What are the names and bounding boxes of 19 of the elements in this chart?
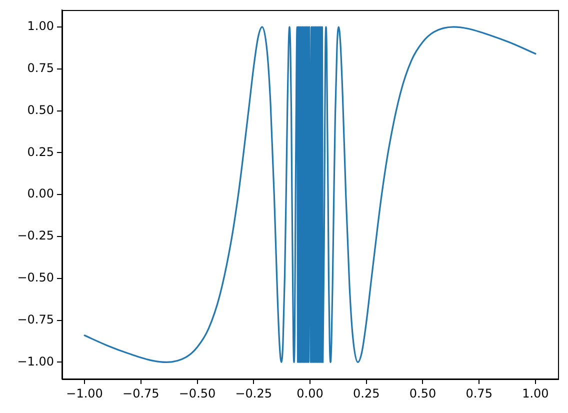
x-tick-label: 0.50 — [409, 386, 436, 400]
y-tick-label: 0.50 — [27, 102, 54, 117]
line-series — [84, 26, 536, 364]
y-tick-label: −0.25 — [17, 228, 54, 243]
x-tick-label: 1.00 — [522, 386, 549, 400]
x-tick-label: −1.00 — [66, 386, 103, 400]
y-tick-label: 0.00 — [27, 186, 54, 201]
y-tick-label: −0.50 — [17, 270, 54, 285]
y-tick-label: −1.00 — [17, 354, 54, 368]
x-tick-label: −0.50 — [178, 386, 216, 400]
y-tick-label: 1.00 — [27, 19, 54, 34]
y-tick-label: 0.75 — [27, 61, 54, 75]
x-tick-label: 0.75 — [466, 386, 492, 400]
x-tick-label: −0.75 — [122, 386, 160, 400]
y-tick-label: 0.25 — [27, 144, 54, 159]
x-tick-label: −0.25 — [235, 386, 272, 400]
x-tick-label: 0.00 — [296, 386, 324, 400]
x-tick-label: 0.25 — [353, 386, 380, 400]
y-tick-label: −0.75 — [17, 312, 54, 326]
